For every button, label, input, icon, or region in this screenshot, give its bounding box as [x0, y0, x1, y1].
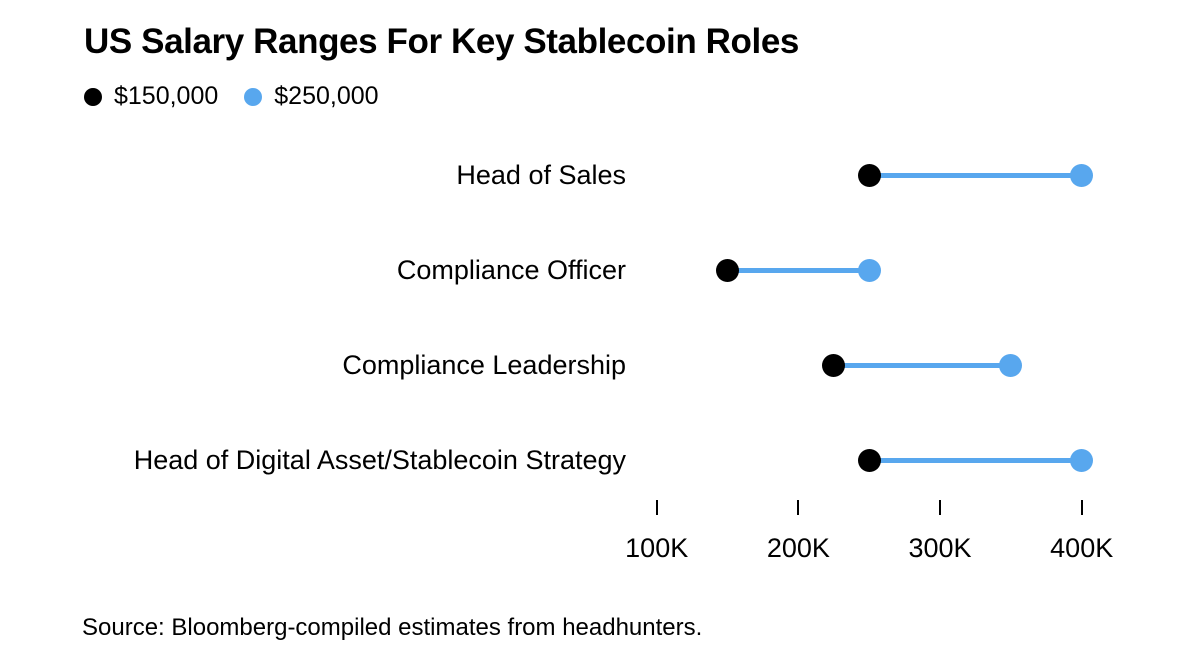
legend-item-high: $250,000: [244, 82, 379, 111]
low-dot: [716, 258, 740, 282]
axis-tick-label: 300K: [908, 533, 972, 563]
axis-tick: [1080, 500, 1083, 515]
low-dot: [857, 448, 881, 472]
black-dot-icon: [84, 87, 102, 106]
high-dot: [1070, 163, 1094, 187]
range-line: [869, 172, 1082, 178]
high-dot: [1070, 448, 1094, 472]
high-dot: [857, 258, 881, 282]
axis-tick-label: 200K: [766, 533, 830, 563]
category-label: Head of Digital Asset/Stablecoin Strateg…: [133, 445, 626, 475]
range-line: [833, 362, 1011, 368]
category-label: Compliance Leadership: [342, 350, 626, 380]
low-dot: [857, 163, 881, 187]
source-note: Source: Bloomberg-compiled estimates fro…: [82, 614, 703, 641]
axis-tick: [655, 500, 658, 515]
range-line: [727, 267, 870, 273]
low-dot: [822, 353, 846, 377]
axis-tick-label: 400K: [1050, 533, 1114, 563]
blue-dot-icon: [244, 87, 263, 106]
legend-label-low: $150,000: [114, 82, 219, 110]
legend-label-high: $250,000: [274, 82, 379, 110]
axis-tick: [939, 500, 942, 515]
chart-title: US Salary Ranges For Key Stablecoin Role…: [84, 22, 799, 61]
range-line: [869, 457, 1082, 463]
category-label: Compliance Officer: [396, 255, 626, 285]
axis-tick-label: 100K: [625, 533, 689, 563]
legend: $150,000 $250,000: [84, 82, 379, 111]
category-label: Head of Sales: [456, 160, 626, 190]
axis-tick: [797, 500, 800, 515]
high-dot: [999, 353, 1023, 377]
legend-item-low: $150,000: [84, 82, 218, 111]
